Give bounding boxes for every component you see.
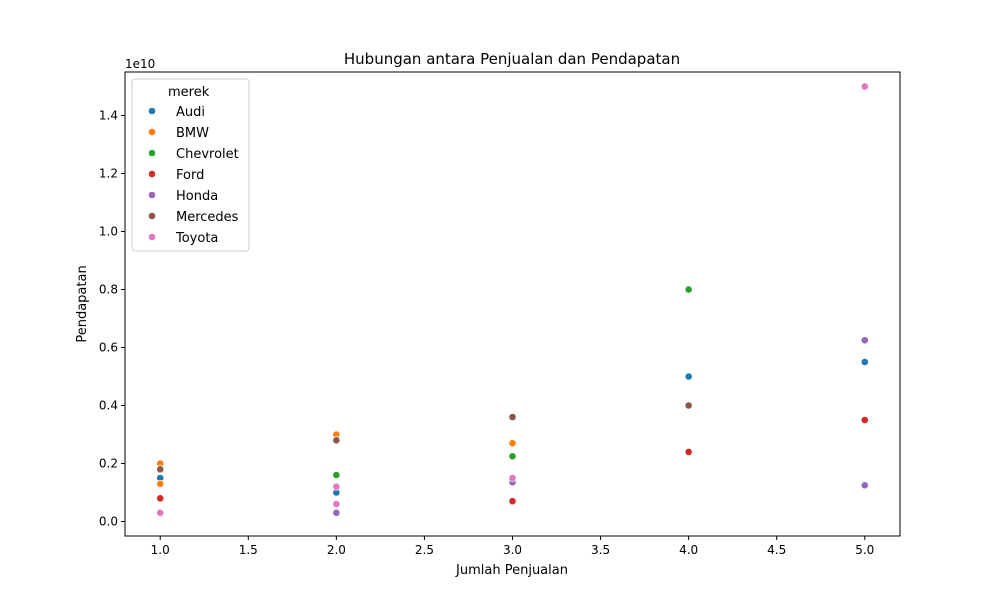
legend-marker-ford	[148, 170, 156, 178]
point-chevrolet	[684, 285, 693, 294]
x-tick-label: 4.5	[767, 543, 786, 557]
point-toyota	[508, 474, 517, 482]
y-tick-label: 0.8	[99, 283, 118, 297]
point-ford	[860, 416, 869, 424]
point-mercedes	[684, 401, 693, 410]
legend-marker-honda	[148, 191, 156, 199]
point-mercedes	[156, 465, 165, 474]
legend-marker-mercedes	[148, 212, 156, 220]
y-tick-label: 0.0	[99, 515, 118, 529]
point-audi	[860, 358, 869, 366]
y-tick-label: 1.4	[99, 109, 118, 123]
x-tick-label: 2.0	[327, 543, 346, 557]
point-toyota	[332, 482, 341, 491]
x-tick-label: 2.5	[415, 543, 434, 557]
point-mercedes	[332, 436, 341, 445]
legend-label: Toyota	[175, 231, 218, 246]
point-mercedes	[508, 413, 517, 421]
legend: merek Audi BMW Chevrolet Ford Honda Mercedes To…	[131, 78, 250, 252]
point-ford	[684, 447, 693, 456]
legend-label: Honda	[176, 189, 218, 204]
legend-label: Ford	[176, 168, 204, 183]
y-axis-offset-label: 1e10	[125, 57, 155, 71]
legend-marker-audi	[148, 107, 156, 115]
point-honda	[860, 336, 869, 345]
legend-label: Audi	[176, 105, 205, 120]
legend-box	[131, 78, 250, 252]
x-tick-label: 3.5	[591, 543, 610, 557]
x-axis-label: Jumlah Penjualan	[455, 563, 568, 578]
x-tick-label: 3.0	[503, 543, 522, 557]
point-chevrolet	[332, 471, 341, 479]
y-axis-label: Pendapatan	[75, 265, 90, 342]
y-axis: 0.0 0.2 0.4 0.6 0.8 1.0 1.2 1.4	[99, 109, 125, 529]
point-honda	[860, 481, 869, 490]
point-bmw	[508, 439, 517, 448]
x-tick-label: 4.0	[679, 543, 698, 557]
point-chevrolet	[508, 452, 517, 461]
x-tick-label: 1.5	[239, 543, 258, 557]
y-tick-label: 1.0	[99, 225, 118, 239]
point-toyota	[860, 82, 869, 91]
point-ford	[156, 494, 165, 503]
legend-marker-bmw	[148, 128, 156, 136]
legend-marker-toyota	[148, 233, 156, 241]
point-honda	[332, 508, 341, 517]
point-toyota	[332, 500, 341, 508]
legend-label: BMW	[176, 126, 209, 141]
x-tick-label: 5.0	[855, 543, 874, 557]
point-bmw	[156, 479, 165, 488]
legend-label: Mercedes	[176, 210, 239, 225]
y-tick-label: 0.6	[99, 341, 118, 355]
point-audi	[684, 372, 693, 381]
y-tick-label: 1.2	[99, 167, 118, 181]
legend-label: Chevrolet	[176, 147, 239, 162]
y-tick-label: 0.2	[99, 457, 118, 471]
legend-marker-chevrolet	[148, 149, 156, 157]
point-toyota	[156, 508, 165, 517]
y-tick-label: 0.4	[99, 399, 118, 413]
chart-title: Hubungan antara Penjualan dan Pendapatan	[344, 50, 680, 68]
x-tick-label: 1.0	[151, 543, 170, 557]
point-ford	[508, 497, 517, 506]
plot-area	[156, 82, 869, 517]
x-axis: 1.0 1.5 2.0 2.5 3.0 3.5 4.0 4.5 5.0	[151, 536, 874, 557]
legend-title: merek	[168, 85, 210, 100]
